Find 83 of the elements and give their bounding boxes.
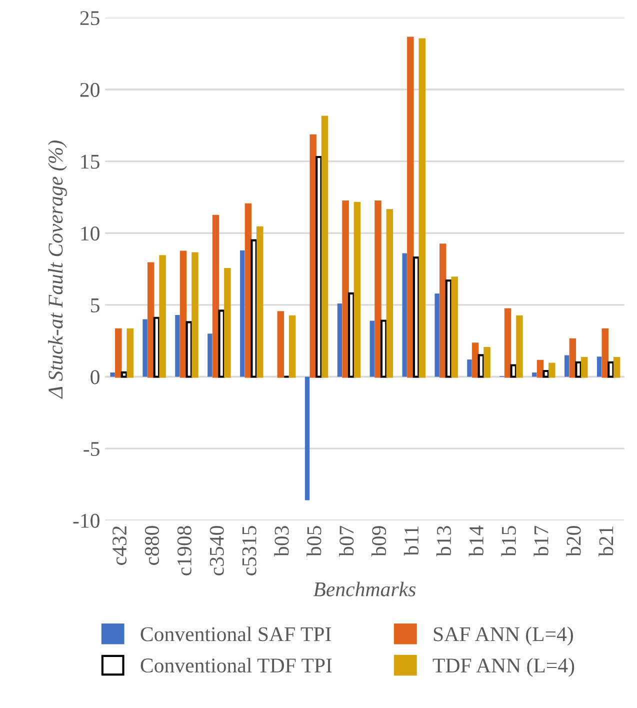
bar (218, 310, 225, 378)
x-tick-label: c1908 (177, 526, 192, 576)
x-tick-label: b07 (339, 526, 354, 556)
bar (348, 292, 355, 378)
bar (602, 328, 608, 378)
legend-label: SAF ANN (L=4) (434, 626, 573, 646)
bar (386, 209, 394, 378)
bar (310, 134, 316, 378)
bar (467, 360, 472, 377)
bar (542, 370, 550, 378)
bar (288, 315, 296, 378)
x-tick-label: b21 (598, 526, 614, 556)
bar (536, 360, 544, 378)
bar (472, 342, 479, 378)
y-tick-label: 5 (91, 298, 100, 312)
bar (596, 356, 602, 377)
x-tick-label: b14 (468, 526, 484, 556)
bar (175, 315, 180, 377)
bar (374, 200, 382, 378)
bar (192, 252, 198, 378)
bar (451, 276, 458, 378)
x-tick-label: b13 (436, 526, 452, 556)
legend-label: TDF ANN (L=4) (432, 658, 574, 677)
bar (510, 364, 517, 378)
bar (370, 320, 374, 377)
bar (354, 202, 361, 378)
bar (484, 346, 490, 378)
bar (532, 372, 537, 377)
bar (608, 361, 614, 378)
y-tick-label: -10 (73, 514, 100, 528)
legend-label: Conventional TDF TPI (140, 658, 332, 673)
bar (110, 372, 115, 377)
x-axis-title: Benchmarks (313, 582, 416, 596)
bar (256, 226, 264, 378)
x-tick-label: b20 (566, 526, 581, 556)
y-tick-label: 25 (80, 11, 100, 26)
bar (115, 328, 122, 378)
bar (407, 36, 414, 378)
bar (564, 355, 570, 377)
y-tick-label: 15 (81, 154, 100, 169)
y-tick-label: 10 (81, 226, 100, 241)
bar (147, 262, 154, 378)
bar (575, 361, 582, 378)
bar (548, 362, 556, 378)
bar (212, 214, 220, 378)
bar (126, 328, 134, 378)
y-tick-label: -5 (84, 442, 100, 456)
bar (569, 338, 576, 378)
bar (380, 320, 388, 378)
bar (142, 319, 148, 377)
bar (321, 116, 328, 378)
bar (613, 357, 620, 378)
bar (208, 334, 212, 377)
bar (440, 244, 446, 378)
bar (516, 315, 523, 378)
x-tick-label: b17 (534, 526, 548, 556)
x-tick-label: c880 (144, 526, 159, 565)
bar (277, 311, 284, 378)
bar (504, 308, 512, 378)
x-tick-label: c5315 (242, 526, 256, 576)
x-tick-label: c3540 (210, 526, 224, 576)
legend-label: Conventional SAF TPI (140, 626, 331, 642)
bar (342, 200, 349, 378)
x-tick-label: b15 (501, 526, 516, 556)
y-tick-label: 0 (90, 370, 100, 384)
x-tick-label: b11 (404, 526, 419, 556)
x-tick-label: b05 (306, 526, 322, 556)
bar (224, 268, 231, 378)
x-tick-label: b09 (371, 526, 386, 556)
bar (337, 304, 342, 377)
bar (402, 253, 407, 377)
x-tick-label: c432 (112, 526, 127, 565)
y-axis-title: Δ Stuck-at Fault Coverage (%) (48, 140, 67, 399)
x-tick-label: b03 (274, 526, 289, 556)
bar (434, 293, 440, 377)
bar (240, 250, 245, 377)
bar (304, 376, 310, 500)
y-tick-label: 20 (80, 82, 100, 97)
bar (580, 357, 588, 378)
bar (418, 38, 426, 378)
bar (120, 371, 128, 378)
bar (159, 255, 166, 378)
bar (180, 250, 187, 378)
